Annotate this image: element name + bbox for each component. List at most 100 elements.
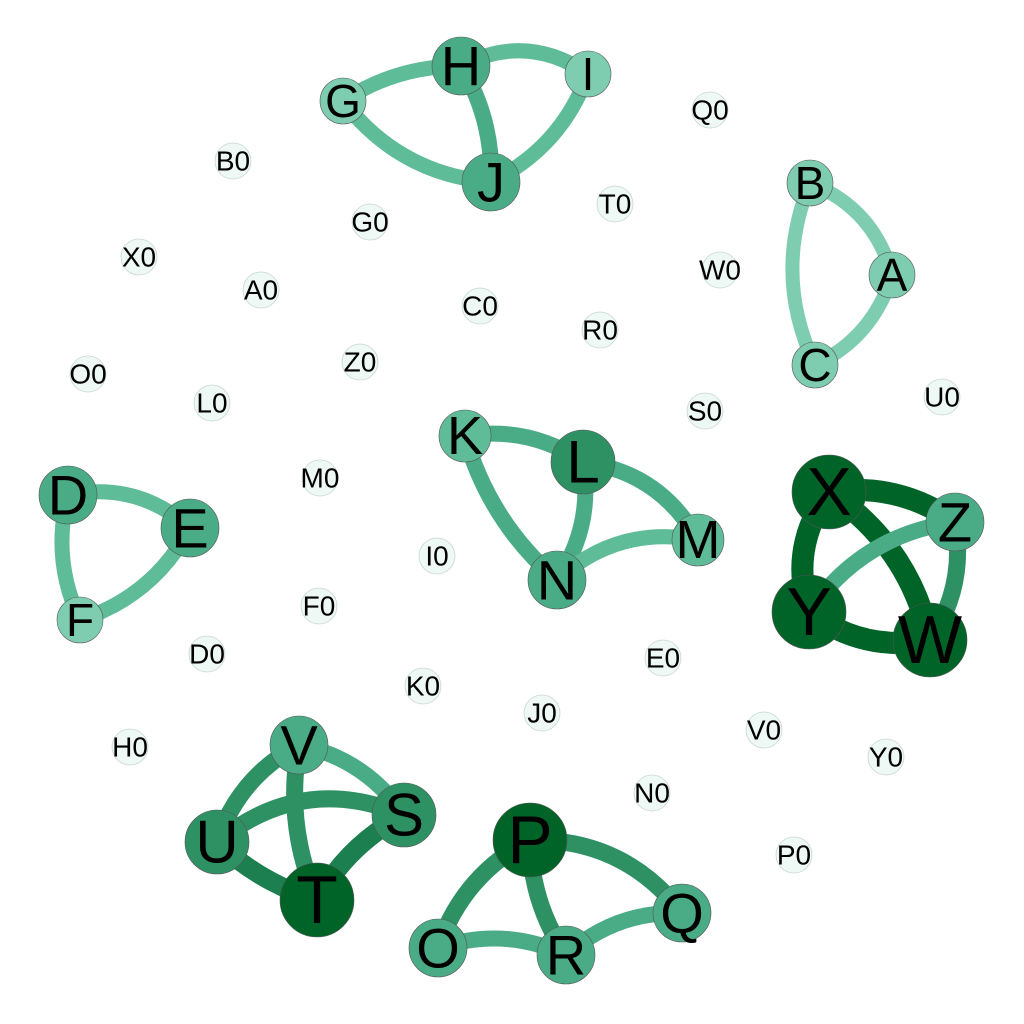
node-f[interactable]: F — [56, 594, 104, 646]
node-label: O — [416, 917, 460, 980]
node-k[interactable]: K — [438, 406, 492, 466]
node-label: F0 — [303, 591, 336, 622]
node-label: N — [537, 549, 577, 612]
node-m[interactable]: M — [671, 510, 725, 570]
node-v0[interactable]: V0 — [745, 711, 783, 749]
node-label: R — [546, 924, 586, 987]
node-circle — [461, 287, 499, 325]
node-label: V — [280, 714, 318, 777]
node-label: W0 — [699, 255, 741, 286]
node-circle — [771, 574, 847, 650]
node-label: A — [877, 249, 908, 301]
node-circle — [923, 378, 961, 416]
node-m0[interactable]: M0 — [301, 459, 340, 497]
node-n0[interactable]: N0 — [633, 774, 671, 812]
node-label: T0 — [599, 189, 632, 220]
node-circle — [536, 925, 596, 985]
node-t[interactable]: T — [279, 862, 355, 938]
node-circle — [111, 728, 149, 766]
node-w[interactable]: W — [892, 602, 968, 678]
node-q[interactable]: Q — [652, 882, 712, 945]
node-o0[interactable]: O0 — [69, 355, 107, 393]
node-y0[interactable]: Y0 — [867, 738, 905, 776]
node-label: F — [66, 594, 94, 646]
node-label: R0 — [582, 315, 618, 346]
node-circle — [56, 596, 104, 644]
node-o[interactable]: O — [408, 917, 468, 980]
node-circle — [371, 782, 437, 848]
node-circle — [184, 809, 250, 875]
node-x0[interactable]: X0 — [120, 238, 158, 276]
node-circle — [38, 465, 98, 525]
node-label: L0 — [196, 388, 227, 419]
node-s0[interactable]: S0 — [686, 392, 724, 430]
node-label: Z0 — [344, 347, 377, 378]
node-u[interactable]: U — [184, 809, 250, 876]
node-circle — [644, 639, 682, 677]
node-g0[interactable]: G0 — [351, 203, 389, 241]
node-circle — [581, 311, 619, 349]
node-h0[interactable]: H0 — [111, 728, 149, 766]
node-h[interactable]: H — [431, 35, 491, 98]
node-circle — [775, 836, 813, 874]
node-d[interactable]: D — [38, 464, 98, 527]
node-p0[interactable]: P0 — [775, 836, 813, 874]
node-label: N0 — [634, 778, 670, 809]
node-p[interactable]: P — [492, 802, 568, 878]
node-y[interactable]: Y — [771, 574, 847, 650]
node-r[interactable]: R — [536, 924, 596, 987]
node-s[interactable]: S — [371, 782, 437, 849]
node-e[interactable]: E — [160, 497, 220, 560]
node-circle — [193, 384, 231, 422]
node-v[interactable]: V — [269, 714, 329, 777]
node-e0[interactable]: E0 — [644, 639, 682, 677]
node-d0[interactable]: D0 — [188, 635, 226, 673]
node-circle — [527, 550, 587, 610]
node-k0[interactable]: K0 — [404, 667, 442, 705]
node-label: Z — [938, 491, 972, 554]
node-label: M — [676, 510, 721, 570]
node-t0[interactable]: T0 — [596, 185, 634, 223]
node-label: K0 — [406, 671, 440, 702]
node-f0[interactable]: F0 — [300, 587, 338, 625]
node-label: M0 — [301, 463, 340, 494]
node-circle — [671, 513, 725, 567]
node-circle — [319, 77, 367, 125]
node-a[interactable]: A — [868, 249, 916, 301]
node-label: Q — [660, 882, 704, 945]
node-b0[interactable]: B0 — [214, 142, 252, 180]
node-label: W — [898, 602, 962, 678]
node-circle — [564, 50, 612, 98]
node-l0[interactable]: L0 — [193, 384, 231, 422]
node-w0[interactable]: W0 — [699, 251, 741, 289]
node-z0[interactable]: Z0 — [341, 343, 379, 381]
node-n[interactable]: N — [527, 549, 587, 612]
node-z[interactable]: Z — [925, 491, 985, 554]
node-circle — [523, 694, 561, 732]
node-circle — [300, 587, 338, 625]
node-circle — [633, 774, 671, 812]
node-label: H — [441, 35, 481, 98]
node-label: B — [795, 157, 826, 209]
node-circle — [791, 341, 839, 389]
node-l[interactable]: L — [550, 429, 616, 496]
node-j[interactable]: J — [461, 151, 521, 214]
node-i[interactable]: I — [564, 48, 612, 100]
node-c0[interactable]: C0 — [461, 287, 499, 325]
node-a0[interactable]: A0 — [242, 271, 280, 309]
node-label: E0 — [646, 643, 680, 674]
node-label: D0 — [189, 639, 225, 670]
node-label: C — [798, 339, 831, 391]
node-label: O0 — [69, 359, 106, 390]
node-g[interactable]: G — [319, 75, 367, 127]
node-i0[interactable]: I0 — [418, 537, 456, 575]
node-j0[interactable]: J0 — [523, 694, 561, 732]
node-b[interactable]: B — [786, 157, 834, 209]
node-x[interactable]: X — [791, 454, 867, 530]
node-q0[interactable]: Q0 — [691, 91, 729, 129]
node-label: I — [582, 48, 595, 100]
node-c[interactable]: C — [791, 339, 839, 391]
node-circle — [461, 152, 521, 212]
node-r0[interactable]: R0 — [581, 311, 619, 349]
node-u0[interactable]: U0 — [923, 378, 961, 416]
